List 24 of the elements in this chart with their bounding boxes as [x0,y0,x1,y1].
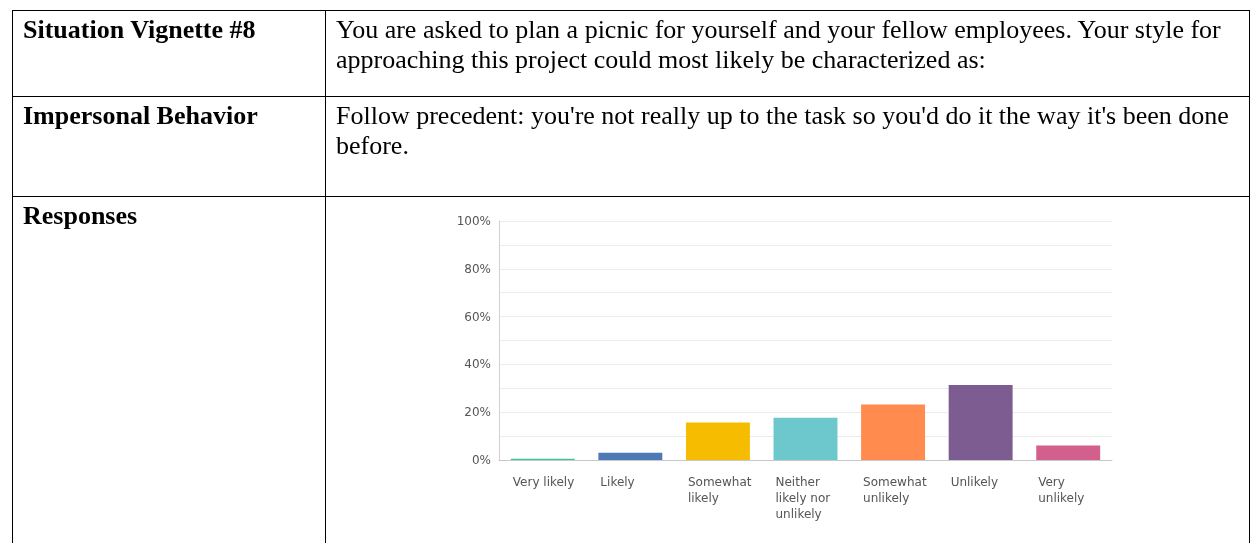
x-tick-label: Very unlikely [1038,475,1085,505]
x-tick-label: Somewhat likely [687,475,756,505]
y-tick-label: 80% [464,261,491,276]
bar [948,384,1013,460]
y-tick-label: 100% [456,214,491,228]
bar [685,422,750,460]
text: You are asked to plan a picnic for yourself and your fellow employees. Your style for approaching this project could most likely be characterized as: [325,10,1250,97]
x-tick-label: Very likely [512,475,575,489]
text: Impersonal Behavior [12,96,326,197]
text: Situation Vignette #8 [12,10,326,97]
bar [773,417,838,460]
x-tick-label: Unlikely [950,475,999,489]
bar [598,452,663,460]
bar [1036,445,1101,460]
bar [861,404,926,460]
text: Responses [12,196,326,543]
y-tick-label: 40% [464,357,491,372]
y-tick-label: 20% [464,405,491,420]
x-tick-label: Likely [600,475,635,489]
y-tick-label: 0% [471,453,491,467]
x-tick-label: Somewhat unlikely [863,475,931,505]
x-tick-label: Neither likely nor unlikely [775,475,835,521]
text: Follow precedent: you're not really up to the task so you'd do it the way it's been done before. [325,96,1250,197]
y-tick-label: 60% [464,309,491,324]
